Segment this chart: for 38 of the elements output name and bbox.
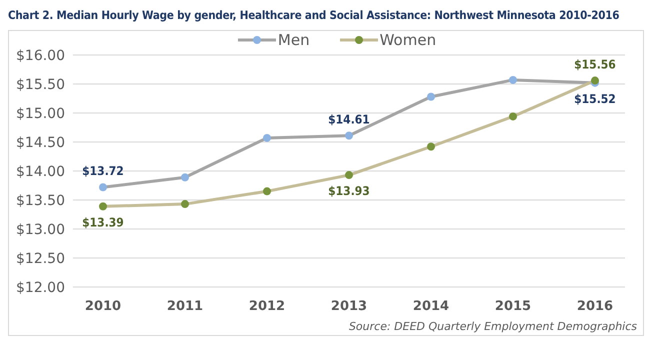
- point: [345, 171, 353, 180]
- y-tick-label: $13.50: [16, 192, 65, 209]
- point: [181, 173, 189, 182]
- data-label: $13.72: [82, 164, 124, 178]
- data-label: $13.39: [82, 215, 124, 230]
- y-tick-label: $13.00: [16, 222, 65, 238]
- point: [427, 142, 435, 151]
- y-tick-label: $16.00: [16, 48, 65, 64]
- point: [263, 134, 271, 142]
- y-tick-label: $14.00: [16, 164, 65, 180]
- x-tick-label: 2013: [330, 299, 368, 314]
- point: [509, 112, 517, 120]
- y-tick-label: $15.50: [16, 76, 65, 93]
- source-note: Source: DEED Quarterly Employment Demographics: [348, 320, 637, 333]
- x-tick-label: 2014: [412, 299, 450, 314]
- point: [263, 187, 271, 196]
- legend-label: Men: [278, 31, 310, 49]
- data-label: $15.52: [574, 92, 616, 106]
- point: [345, 132, 353, 140]
- point: [181, 200, 189, 208]
- data-label: $15.56: [574, 58, 616, 72]
- y-tick-label: $12.50: [16, 250, 65, 267]
- point: [427, 92, 435, 101]
- chart-title: Chart 2. Median Hourly Wage by gender, Healthcare and Social Assistance: Northwest Minnesota 2010-2016: [8, 8, 620, 24]
- point: [99, 183, 107, 192]
- x-tick-label: 2016: [576, 299, 614, 314]
- data-label: $14.61: [328, 112, 370, 127]
- x-tick-label: 2011: [166, 299, 204, 314]
- point: [509, 76, 517, 84]
- y-tick-label: $12.00: [16, 280, 65, 296]
- x-tick-label: 2012: [248, 299, 286, 314]
- legend-label: Women: [380, 31, 436, 49]
- x-tick-label: 2015: [494, 299, 532, 314]
- point: [99, 202, 107, 210]
- x-tick-label: 2010: [84, 299, 122, 314]
- y-tick-label: $15.00: [16, 106, 65, 122]
- y-tick-label: $14.50: [16, 134, 65, 151]
- data-label: $13.93: [328, 184, 370, 198]
